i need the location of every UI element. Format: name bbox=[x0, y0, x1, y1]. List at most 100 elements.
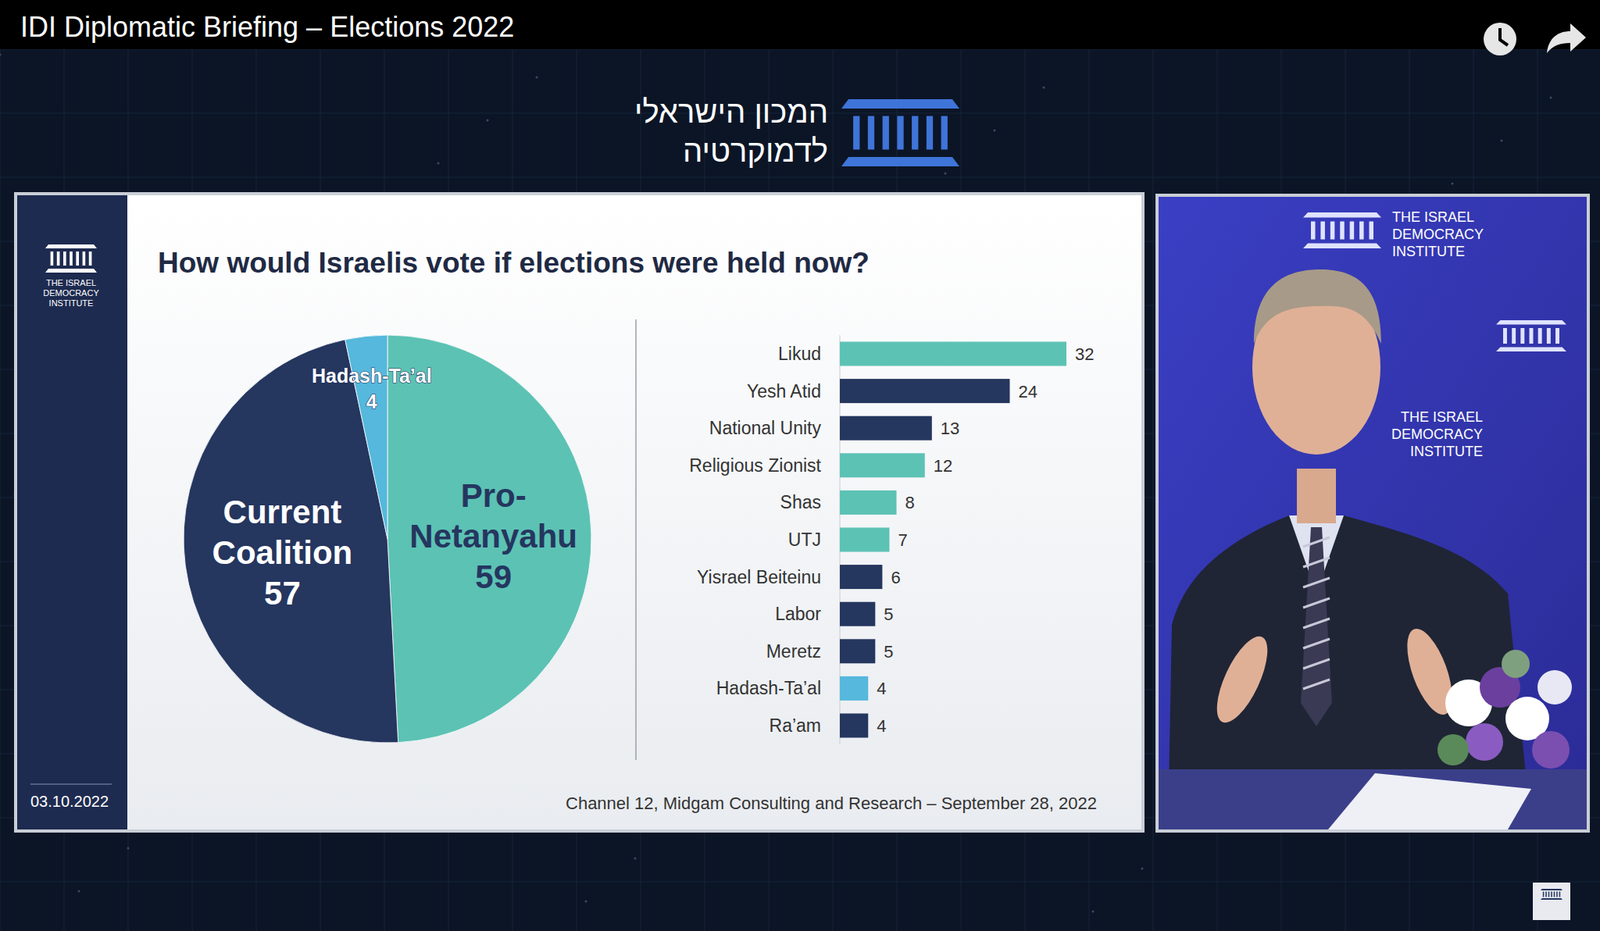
logo-column bbox=[1559, 892, 1561, 898]
bar-label: National Unity bbox=[709, 417, 822, 439]
logo-hebrew: המכון הישראלי bbox=[634, 94, 829, 129]
logo-column bbox=[63, 251, 67, 266]
logo-top bbox=[45, 244, 97, 249]
pie-label-line: Current bbox=[223, 493, 343, 531]
bar-value: 7 bbox=[897, 530, 908, 550]
bg-grid bbox=[0, 49, 1, 931]
video-logo-text: DEMOCRACY bbox=[1392, 226, 1484, 243]
bar-value: 4 bbox=[876, 716, 886, 736]
pie-label-line: Pro- bbox=[460, 477, 527, 515]
logo-base bbox=[841, 157, 960, 167]
video-logo-text: INSTITUTE bbox=[1392, 243, 1465, 260]
bg-dot bbox=[1092, 910, 1095, 914]
person-hair bbox=[1253, 269, 1382, 344]
logo-column bbox=[57, 251, 61, 266]
bar-value: 32 bbox=[1075, 344, 1094, 365]
bg-dot bbox=[1550, 96, 1553, 100]
flower bbox=[1532, 731, 1570, 769]
tie-stripe bbox=[1303, 578, 1330, 588]
bar-label: Yesh Atid bbox=[746, 381, 822, 402]
bar-value: 8 bbox=[905, 492, 915, 513]
flower bbox=[1501, 650, 1530, 679]
video-logo-text: DEMOCRACY bbox=[1391, 426, 1483, 443]
bar bbox=[839, 602, 875, 627]
video-title: IDI Diplomatic Briefing – Elections 2022 bbox=[20, 10, 515, 43]
video-logo-text: THE ISRAEL bbox=[1400, 409, 1483, 425]
logo-column bbox=[867, 116, 875, 150]
page: IDI Diplomatic Briefing – Elections 2022… bbox=[0, 0, 1600, 931]
video-frame bbox=[1155, 193, 1590, 833]
logo-icon bbox=[841, 99, 960, 167]
logo-column bbox=[1310, 221, 1316, 240]
person-hand bbox=[1207, 629, 1279, 729]
sidebar-logo-text: DEMOCRACY bbox=[42, 288, 100, 298]
logo-top bbox=[1540, 889, 1563, 891]
pie-slice bbox=[183, 339, 399, 743]
pie-label: Hadash-Ta’al bbox=[311, 364, 433, 387]
tie-stripe bbox=[1303, 639, 1330, 649]
slide-sidebar bbox=[17, 195, 128, 830]
person-neck bbox=[1296, 468, 1336, 524]
separator bbox=[635, 319, 637, 761]
pie bbox=[183, 335, 592, 743]
bg-dot bbox=[78, 890, 81, 893]
bar-label: Hadash-Ta’al bbox=[716, 678, 822, 699]
pie-label: CurrentCoalition bbox=[212, 493, 354, 572]
pie-label: Pro-Netanyahu bbox=[409, 477, 578, 555]
slide-title: How would Israelis vote if elections wer… bbox=[157, 246, 870, 279]
clock-icon bbox=[1483, 22, 1517, 56]
logo-top bbox=[841, 99, 960, 109]
logo-column bbox=[882, 116, 890, 150]
logo-column bbox=[1529, 328, 1534, 344]
tie-stripe bbox=[1303, 659, 1330, 669]
logo-column bbox=[1555, 328, 1560, 344]
slide-date: 03.10.2022 bbox=[30, 792, 109, 811]
bg-grid bbox=[1153, 49, 1154, 931]
bar-label: Likud bbox=[778, 343, 822, 365]
flower bbox=[1537, 670, 1572, 705]
bar-label: Religious Zionist bbox=[689, 455, 822, 476]
tie-stripe bbox=[1303, 537, 1330, 547]
bar bbox=[839, 714, 868, 739]
logo-column bbox=[1538, 328, 1543, 344]
logo-top bbox=[1303, 212, 1382, 218]
logo-icon bbox=[45, 244, 97, 273]
bar bbox=[839, 342, 1067, 367]
logo-icon bbox=[1303, 212, 1382, 249]
person-tie bbox=[1300, 527, 1333, 727]
sidebar-logo-text: THE ISRAEL bbox=[46, 278, 97, 288]
logo-column bbox=[75, 251, 79, 266]
logo-column bbox=[1550, 892, 1553, 898]
logo-base bbox=[1540, 898, 1563, 900]
logo-column bbox=[853, 116, 860, 150]
desk bbox=[1158, 769, 1587, 830]
logo-hebrew: לדמוקרטיה bbox=[682, 133, 829, 168]
bg-dot bbox=[993, 129, 997, 133]
bar-value: 6 bbox=[890, 567, 900, 588]
bar bbox=[839, 453, 925, 478]
background bbox=[0, 0, 1600, 931]
slide bbox=[17, 195, 1142, 830]
video-logo-text: THE ISRAEL bbox=[1392, 209, 1475, 225]
bar bbox=[839, 378, 1011, 404]
bar-value: 12 bbox=[933, 456, 953, 476]
logo-base bbox=[45, 268, 97, 273]
bg-dot bbox=[535, 76, 539, 79]
logo-column bbox=[1542, 892, 1545, 898]
logo-icon bbox=[1540, 889, 1563, 900]
logo-base bbox=[1496, 346, 1567, 352]
bar bbox=[839, 676, 868, 701]
logo-column bbox=[1511, 328, 1516, 344]
bar bbox=[839, 528, 890, 553]
logo-column bbox=[1546, 328, 1551, 344]
pie-label-line: Netanyahu bbox=[409, 517, 578, 555]
bar-label: UTJ bbox=[788, 529, 822, 550]
bars bbox=[839, 342, 1067, 739]
sidebar-logo-text: INSTITUTE bbox=[49, 298, 94, 308]
logo-column bbox=[1520, 328, 1525, 344]
logo-column bbox=[1369, 221, 1375, 240]
logo-column bbox=[1548, 892, 1550, 898]
bar bbox=[839, 416, 933, 441]
logo-icon bbox=[1496, 320, 1567, 352]
video-logo-text: INSTITUTE bbox=[1410, 443, 1483, 460]
